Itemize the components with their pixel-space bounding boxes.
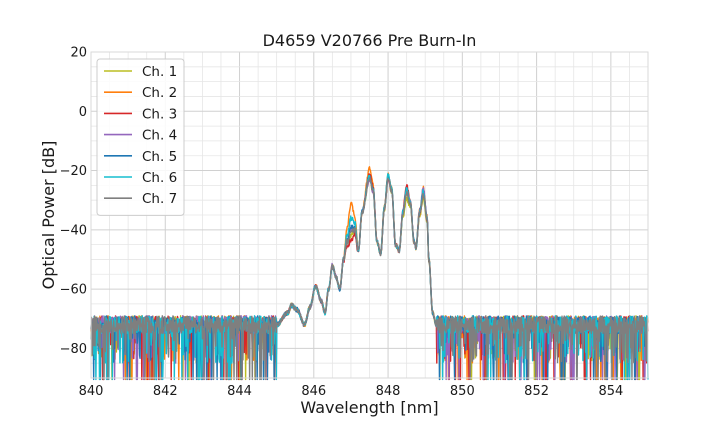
chart-title: D4659 V20766 Pre Burn-In <box>263 31 477 50</box>
y-tick-label: −20 <box>60 164 87 179</box>
y-axis-title: Optical Power [dB] <box>39 141 58 290</box>
series-line-ch7 <box>90 176 649 381</box>
y-tick-label: 0 <box>79 105 87 120</box>
y-tick-label: −80 <box>60 342 87 357</box>
x-tick-label: 842 <box>153 384 178 399</box>
legend-label: Ch. 1 <box>142 64 177 80</box>
y-tick-label: −60 <box>60 283 87 298</box>
x-tick-label: 848 <box>376 384 401 399</box>
legend-label: Ch. 4 <box>142 128 177 144</box>
x-tick-label: 844 <box>227 384 252 399</box>
legend-label: Ch. 7 <box>142 191 177 207</box>
x-tick-label: 850 <box>450 384 475 399</box>
x-tick-label: 852 <box>524 384 549 399</box>
x-axis-title: Wavelength [nm] <box>300 398 438 417</box>
x-tick-label: 846 <box>301 384 326 399</box>
plot-frame <box>90 51 649 379</box>
legend-label: Ch. 6 <box>142 170 177 186</box>
y-tick-label: −40 <box>60 223 87 238</box>
tick-labels: 840 842 844 846 848 850 852 854 20 0 −20 −40 −60 −80 <box>60 46 624 400</box>
y-tick-label: 20 <box>70 46 87 61</box>
legend-label: Ch. 3 <box>142 106 177 122</box>
legend-label: Ch. 2 <box>142 85 177 101</box>
legend-label: Ch. 5 <box>142 149 177 165</box>
series-group <box>90 166 649 381</box>
x-tick-label: 840 <box>79 384 104 399</box>
legend: Ch. 1 Ch. 2 Ch. 3 Ch. 4 Ch. 5 Ch. 6 Ch. 7 <box>96 58 185 216</box>
x-tick-label: 854 <box>598 384 623 399</box>
